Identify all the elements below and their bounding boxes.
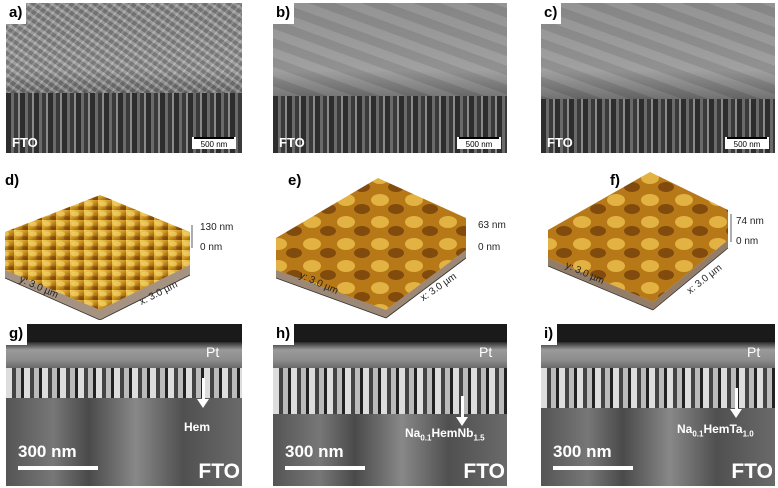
afm-x-axis-line — [652, 247, 729, 311]
z-min-label: 0 nm — [478, 242, 501, 253]
scale-bar: 500 nm — [457, 137, 501, 149]
afm-surface — [275, 178, 467, 319]
afm-panel-d: d) 130 nm 0 nm y: 3.0 µm x: 3.0 µm — [0, 170, 260, 320]
afm-x-axis-line — [99, 274, 191, 320]
substrate-label: FTO — [463, 460, 505, 483]
sem-panel-b: b) FTO 500 nm — [273, 3, 507, 153]
pt-layer-label: Pt — [747, 344, 761, 360]
z-min-label: 0 nm — [200, 242, 223, 253]
phase-label: Na0.1HemNb1.5 — [405, 426, 485, 443]
panel-label: g) — [6, 324, 28, 345]
phase-label: Na0.1HemTa1.0 — [677, 422, 754, 439]
arrow-icon — [730, 388, 742, 418]
tem-panel-i: i) Pt Na0.1HemTa1.0 300 nm FTO — [541, 324, 775, 486]
z-max-label: 63 nm — [478, 220, 506, 231]
sem-panel-c: c) FTO 500 nm — [541, 3, 775, 153]
substrate-label: FTO — [12, 135, 38, 150]
scale-bar: 500 nm — [725, 137, 769, 149]
substrate-label: FTO — [198, 460, 240, 483]
afm-surface-top — [5, 195, 190, 310]
panel-label: c) — [541, 3, 562, 24]
arrow-icon — [197, 378, 209, 408]
z-max-label: 74 nm — [736, 216, 764, 227]
panel-label: b) — [273, 3, 295, 24]
scale-bar: 300 nm — [553, 442, 633, 470]
afm-panel-e: e) 63 nm 0 nm y: 3.0 µm x: 3.0 µm — [268, 170, 530, 320]
substrate-label: FTO — [731, 460, 773, 483]
z-min-label: 0 nm — [736, 236, 759, 247]
scale-bar: 500 nm — [192, 137, 236, 149]
tem-panel-h: h) Pt Na0.1HemNb1.5 300 nm FTO — [273, 324, 507, 486]
panel-label: h) — [273, 324, 295, 345]
afm-surface-edge — [276, 250, 466, 318]
afm-surface-edge — [5, 265, 190, 320]
panel-label: i) — [541, 324, 558, 345]
afm-surface-top — [548, 172, 728, 302]
substrate-label: FTO — [279, 135, 305, 150]
afm-panel-f: f) 74 nm 0 nm y: 3.0 µm x: 3.0 µm — [538, 170, 778, 320]
afm-y-axis-line — [547, 265, 654, 311]
afm-surface — [4, 195, 193, 320]
pt-layer-label: Pt — [479, 344, 493, 360]
substrate-label: FTO — [547, 135, 573, 150]
panel-label: a) — [6, 3, 27, 24]
scale-bar: 300 nm — [285, 442, 365, 470]
afm-surface-edge — [548, 240, 728, 310]
afm-y-axis-line — [275, 277, 387, 319]
tem-panel-g: g) Pt Hem 300 nm FTO — [6, 324, 242, 486]
arrow-icon — [456, 396, 468, 426]
afm-y-axis-line — [4, 277, 101, 320]
z-max-label: 130 nm — [200, 222, 234, 233]
panel-label: e) — [288, 172, 302, 189]
sem-panel-a: a) FTO 500 nm — [6, 3, 242, 153]
afm-surface-top — [276, 178, 466, 310]
afm-x-axis-line — [385, 257, 467, 319]
phase-label: Hem — [184, 420, 211, 434]
scale-bar: 300 nm — [18, 442, 98, 470]
panel-label: d) — [5, 172, 20, 189]
panel-label: f) — [610, 172, 620, 189]
pt-layer-label: Pt — [206, 344, 220, 360]
afm-surface — [547, 172, 732, 311]
